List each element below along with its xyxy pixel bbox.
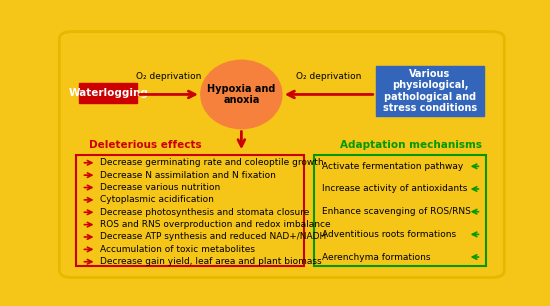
Text: Increase activity of antioxidants: Increase activity of antioxidants: [322, 185, 467, 193]
Text: O₂ deprivation: O₂ deprivation: [296, 72, 361, 81]
Text: Deleterious effects: Deleterious effects: [89, 140, 202, 150]
Text: Decrease various nutrition: Decrease various nutrition: [100, 183, 220, 192]
Text: ROS and RNS overproduction and redox imbalance: ROS and RNS overproduction and redox imb…: [100, 220, 331, 229]
Text: Various
physiological,
pathological and
stress conditions: Various physiological, pathological and …: [383, 69, 477, 113]
Text: Aerenchyma formations: Aerenchyma formations: [322, 252, 430, 262]
Text: Decrease N assimilation and N fixation: Decrease N assimilation and N fixation: [100, 171, 276, 180]
Text: Decrease gain yield, leaf area and plant biomass: Decrease gain yield, leaf area and plant…: [100, 257, 322, 266]
Text: Hypoxia and
anoxia: Hypoxia and anoxia: [207, 84, 276, 105]
Text: Adventitious roots formations: Adventitious roots formations: [322, 230, 455, 239]
Text: Accumulation of toxic metabolites: Accumulation of toxic metabolites: [100, 245, 255, 254]
Text: Waterlogging: Waterlogging: [68, 88, 148, 98]
Text: Activate fermentation pathway: Activate fermentation pathway: [322, 162, 463, 171]
Text: Enhance scavenging of ROS/RNS: Enhance scavenging of ROS/RNS: [322, 207, 470, 216]
Text: Cytoplasmic acidification: Cytoplasmic acidification: [100, 196, 214, 204]
Text: Decrease photosynthesis and stomata closure: Decrease photosynthesis and stomata clos…: [100, 208, 309, 217]
Text: Adaptation mechanisms: Adaptation mechanisms: [340, 140, 482, 150]
FancyBboxPatch shape: [79, 83, 137, 103]
Text: O₂ deprivation: O₂ deprivation: [136, 72, 202, 81]
Ellipse shape: [201, 60, 282, 129]
FancyBboxPatch shape: [376, 66, 485, 116]
FancyBboxPatch shape: [59, 32, 504, 278]
Text: Decrease ATP synthesis and reduced NAD+/NADH: Decrease ATP synthesis and reduced NAD+/…: [100, 233, 326, 241]
Text: Decrease germinating rate and coleoptile growth: Decrease germinating rate and coleoptile…: [100, 158, 323, 167]
